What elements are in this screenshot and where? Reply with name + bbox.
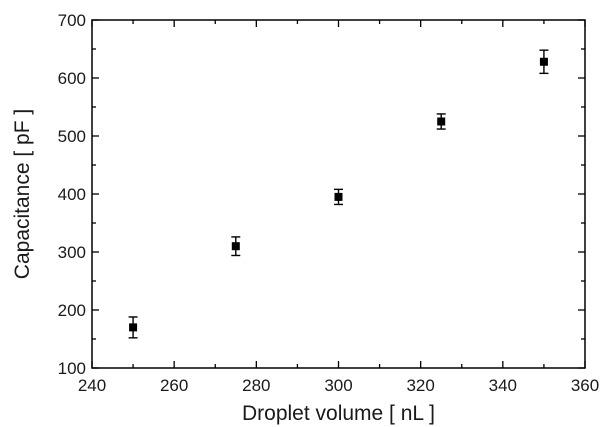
axes: 240 260 280 300 320 340 360 100 200 300 400 500 600 7… xyxy=(58,11,600,395)
y-tick-label: 500 xyxy=(58,127,86,146)
y-tick-label: 700 xyxy=(58,11,86,30)
x-axis-title: Droplet volume [ nL ] xyxy=(242,402,435,425)
square-marker xyxy=(437,117,446,126)
x-tick-label: 360 xyxy=(571,376,599,395)
square-marker xyxy=(334,192,343,201)
y-axis-title: Capacitance [ pF ] xyxy=(11,109,34,279)
square-marker xyxy=(231,242,240,251)
data-point xyxy=(436,113,446,130)
x-tick-label: 240 xyxy=(78,376,106,395)
y-tick-label: 200 xyxy=(58,301,86,320)
data-point xyxy=(128,316,138,339)
square-marker xyxy=(539,57,548,66)
data-point xyxy=(539,49,549,75)
y-tick-label: 300 xyxy=(58,243,86,262)
y-tick-label: 400 xyxy=(58,185,86,204)
x-tick-label: 280 xyxy=(242,376,270,395)
y-tick-label: 100 xyxy=(58,359,86,378)
data-point xyxy=(334,188,343,206)
data-point xyxy=(231,236,241,257)
x-tick-label: 260 xyxy=(160,376,188,395)
square-marker xyxy=(129,323,138,332)
x-tick-label: 300 xyxy=(324,376,352,395)
x-tick-label: 340 xyxy=(489,376,517,395)
data-points xyxy=(128,49,549,339)
x-tick-label: 320 xyxy=(406,376,434,395)
y-tick-label: 600 xyxy=(58,69,86,88)
